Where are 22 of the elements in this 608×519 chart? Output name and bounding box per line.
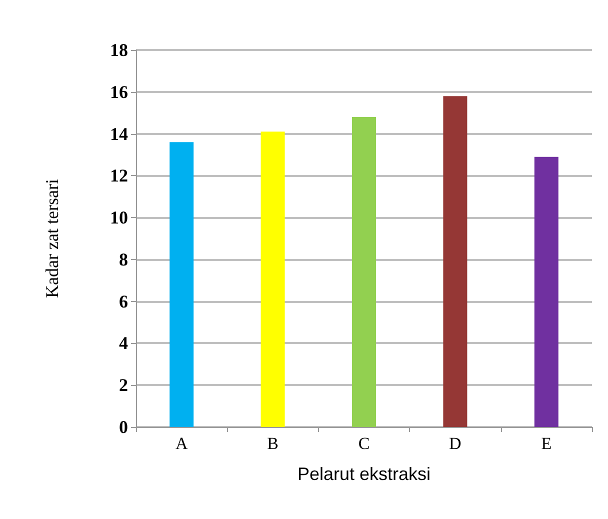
y-tick-label: 18 <box>110 40 128 60</box>
bar <box>170 142 194 427</box>
y-tick-label: 8 <box>119 249 128 270</box>
bar <box>352 117 376 427</box>
x-axis-title: Pelarut ekstraksi <box>297 464 431 484</box>
bar <box>534 156 558 427</box>
x-tick-label: D <box>449 434 462 453</box>
x-tick-label: C <box>358 434 370 453</box>
bar <box>260 132 285 427</box>
x-tick-label: E <box>541 434 552 453</box>
y-tick-label: 14 <box>110 124 128 144</box>
y-tick-label: 10 <box>110 208 128 228</box>
x-tick-label: B <box>267 434 278 453</box>
y-tick-label: 16 <box>110 82 128 102</box>
y-tick-label: 4 <box>119 333 128 354</box>
x-tick-label: A <box>175 434 188 453</box>
bar <box>443 96 468 427</box>
y-tick-label: 2 <box>119 375 128 396</box>
y-tick-label: 12 <box>110 166 128 186</box>
y-axis-title: Kadar zat tersari <box>42 179 62 298</box>
y-tick-label: 6 <box>119 291 128 312</box>
y-tick-label: 0 <box>119 417 128 437</box>
